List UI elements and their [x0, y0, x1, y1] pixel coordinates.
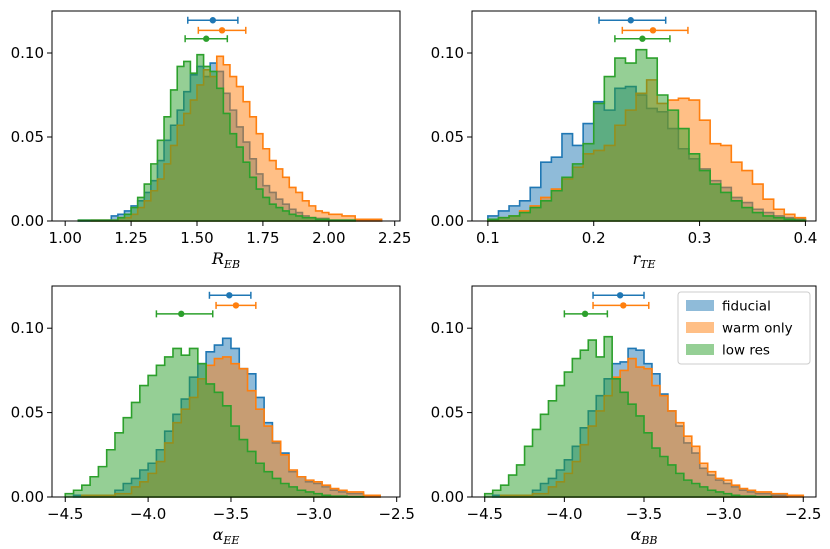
legend: fiducial warm only low res	[677, 291, 811, 365]
x-axis-label: αEE	[213, 525, 240, 547]
errorbar-point-fiducial	[616, 292, 624, 299]
x-tick-label: 0.2	[582, 229, 606, 247]
axes-frame	[51, 285, 401, 498]
errorbar-low-res	[184, 35, 229, 43]
x-tick-label: 2.25	[378, 229, 411, 247]
y-tick-label: 0.10	[431, 44, 464, 62]
legend-label-low-res: low res	[722, 343, 770, 359]
y-tick-label: 0.10	[11, 44, 44, 62]
y-tick-label: 0.05	[431, 128, 464, 146]
y-tick-label: 0.10	[11, 319, 44, 337]
legend-swatch-warm-only	[686, 322, 714, 333]
x-tick-label: −2.5	[785, 505, 821, 523]
panel-1: 1.00 1.25 1.50 1.75 2.00 2.25 0.00 0.05 0.10 REB	[11, 10, 411, 271]
histogram-low-res	[77, 53, 356, 222]
axes-frame	[471, 10, 817, 222]
y-tick-label: 0.00	[11, 488, 44, 506]
errorbar-fiducial	[592, 291, 645, 299]
x-tick-label: 1.00	[48, 229, 81, 247]
x-axis-label: αBB	[631, 525, 658, 547]
x-tick-label: 1.25	[114, 229, 147, 247]
legend-label-fiducial: fiducial	[722, 299, 771, 315]
x-axis-label: REB	[211, 249, 240, 271]
x-tick-label: −4.0	[546, 505, 582, 523]
errorbar-point-warm-only	[620, 302, 627, 309]
legend-swatch-fiducial	[686, 300, 714, 311]
x-tick-label: −4.5	[47, 505, 83, 523]
y-tick-label: 0.00	[11, 212, 44, 230]
x-tick-label: 1.50	[180, 229, 213, 247]
histogram-low-res	[483, 335, 773, 498]
x-tick-label: −4.5	[467, 505, 503, 523]
x-tick-label: −3.0	[296, 505, 332, 523]
errorbar-point-warm-only	[232, 302, 240, 309]
y-tick-label: 0.10	[431, 319, 464, 337]
errorbar-point-low-res	[203, 35, 210, 42]
errorbar-point-low-res	[178, 310, 185, 318]
x-tick-label: −4.0	[130, 505, 166, 523]
panel-4: −4.5 −4.0 −3.5 −3.0 −2.5 0.00 0.05 0.10 αBB	[431, 285, 821, 547]
x-tick-label: 1.75	[246, 229, 279, 247]
errorbar-point-low-res	[581, 310, 589, 318]
x-tick-label: −2.5	[378, 505, 414, 523]
x-axis-label: rTE	[632, 249, 655, 271]
legend-swatch-low-res	[686, 344, 714, 355]
x-tick-label: −3.5	[213, 505, 249, 523]
panel-3: −4.5 −4.0 −3.5 −3.0 −2.5 0.00 0.05 0.10 αEE	[11, 285, 415, 547]
panel-2: 0.1 0.2 0.3 0.4 0.00 0.05 0.10 rTE	[431, 10, 817, 271]
x-tick-label: 0.3	[688, 229, 712, 247]
y-tick-label: 0.05	[11, 128, 44, 146]
x-tick-label: 0.4	[793, 229, 817, 247]
histogram-low-res	[487, 48, 807, 222]
errorbar-point-warm-only	[218, 27, 226, 34]
x-tick-label: −3.0	[705, 505, 741, 523]
errorbar-point-fiducial	[209, 17, 217, 24]
y-tick-label: 0.05	[11, 404, 44, 422]
errorbar-low-res	[614, 35, 671, 43]
errorbar-fiducial	[208, 291, 252, 299]
errorbar-low-res	[563, 310, 609, 318]
x-tick-label: 0.1	[476, 229, 500, 247]
errorbar-warm-only	[592, 301, 650, 309]
legend-label-warm-only: warm only	[722, 321, 793, 337]
errorbar-warm-only	[621, 26, 689, 34]
errorbar-point-fiducial	[627, 17, 634, 24]
x-tick-label: −3.5	[626, 505, 662, 523]
errorbar-point-fiducial	[226, 292, 233, 299]
errorbar-point-low-res	[639, 35, 646, 42]
errorbar-low-res	[155, 310, 214, 318]
y-tick-label: 0.00	[431, 488, 464, 506]
y-tick-label: 0.05	[431, 404, 464, 422]
errorbar-fiducial	[187, 16, 239, 24]
errorbar-warm-only	[215, 301, 257, 309]
errorbar-point-warm-only	[649, 27, 657, 34]
histogram-low-res	[64, 347, 365, 498]
errorbar-fiducial	[598, 16, 667, 24]
x-tick-label: 2.00	[312, 229, 345, 247]
axes-frame	[51, 10, 401, 222]
errorbar-warm-only	[197, 26, 247, 34]
y-tick-label: 0.00	[431, 212, 464, 230]
